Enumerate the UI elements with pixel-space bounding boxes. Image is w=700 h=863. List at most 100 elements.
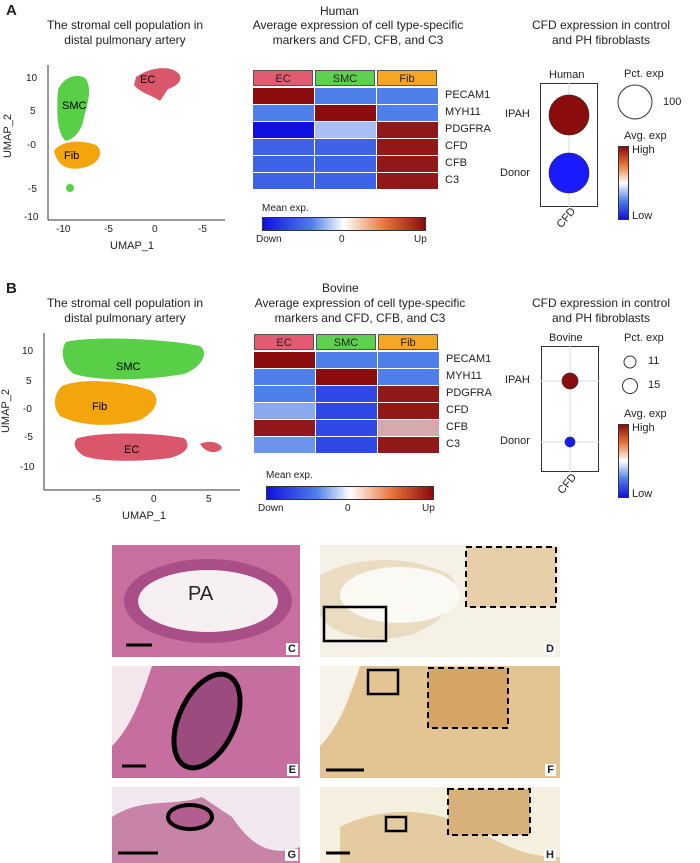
dotplot-b-title: CFD expression in control and PH fibrobl… (506, 296, 696, 326)
heatmap-a-cell (253, 156, 315, 173)
heatmap-b-gene-label: CFD (446, 404, 469, 416)
heatmap-a-title: Average expression of cell type-specific… (238, 18, 478, 48)
umap-b-title: The stromal cell population in distal pu… (20, 296, 230, 326)
dotplot-b-avg-bar (618, 424, 629, 498)
dotplot-a-svg (548, 83, 590, 207)
umap-a-smc-outlier (66, 184, 74, 192)
umap-b-ytick: 5 (26, 376, 32, 387)
heatmap-a-column-header: EC (253, 70, 313, 86)
umap-a-ylabel: UMAP_2 (2, 113, 15, 159)
heatmap-a-cell (253, 139, 315, 156)
umap-b-title-line2: distal pulmonary artery (64, 311, 186, 325)
heatmap-a-legend-down: Down (256, 234, 282, 245)
micrograph-h-label: H (544, 849, 556, 861)
umap-a-clusters (54, 68, 181, 192)
heatmap-b-cell (254, 352, 316, 369)
heatmap-b: EC SMC Fib PECAM1 MYH11 PDGFRA CFD CFB C3 (254, 334, 494, 464)
dotplot-b-pct-value-15: 15 (648, 379, 661, 391)
dotplot-a-title: CFD expression in control and PH fibrobl… (506, 18, 696, 48)
dotplot-a-avg-bar (618, 146, 629, 220)
dotplot-a-avg-title: Avg. exp (624, 130, 667, 142)
dotplot-a-xlabel: CFD (554, 205, 579, 231)
umap-a-cluster-label-fib: Fib (64, 150, 79, 162)
heatmap-b-gene-label: MYH11 (446, 370, 482, 382)
heatmap-a-cell (315, 88, 377, 105)
umap-a-xtick: -5 (198, 224, 207, 235)
heatmap-b-legend-down: Down (258, 503, 284, 514)
heatmap-a-gene-label: C3 (445, 174, 460, 186)
dotplot-b-title-line1: CFD expression in control (531, 296, 671, 310)
umap-a-title-line1: The stromal cell population in (46, 18, 204, 32)
heatmap-a-legend-up: Up (414, 234, 427, 245)
heatmap-b-cell (254, 369, 316, 386)
heatmap-b-cell (378, 420, 440, 437)
umap-a-cluster-label-ec: EC (140, 74, 155, 86)
micrograph-c-lumen-label: PA (188, 583, 214, 605)
dotplot-b-title-line2: and PH fibroblasts (551, 311, 651, 325)
umap-a-title: The stromal cell population in distal pu… (20, 18, 230, 48)
micrograph-e-label: E (286, 764, 298, 776)
heatmap-a-cell (253, 122, 315, 139)
micrograph-c-art (112, 545, 300, 657)
heatmap-b-cell (316, 403, 378, 420)
umap-b-fib-cluster (54, 381, 157, 425)
dotplot-a-avg-high: High (632, 144, 655, 156)
heatmap-b-legend-up: Up (422, 503, 435, 514)
panel-b-letter: B (6, 280, 17, 297)
dotplot-b-pct-legend (622, 355, 638, 394)
umap-b-xtick: -5 (92, 494, 101, 505)
panel-b-species: Bovine (322, 281, 359, 295)
umap-b-ytick: 10 (22, 346, 34, 357)
umap-b-ytick: -10 (20, 462, 35, 473)
umap-b-xlabel: UMAP_1 (122, 510, 167, 522)
heatmap-b-cell (254, 420, 316, 437)
heatmap-b-cell (378, 386, 440, 403)
umap-a-ec-cluster (134, 68, 181, 101)
heatmap-a-gene-label: CFB (445, 157, 467, 169)
umap-b-title-line1: The stromal cell population in (46, 296, 204, 310)
heatmap-b-title: Average expression of cell type-specific… (240, 296, 480, 326)
umap-b-smc-cluster (62, 338, 205, 380)
umap-a-smc-cluster (57, 75, 90, 141)
heatmap-b-title-line2: markers and CFD, CFB, and C3 (274, 311, 446, 325)
dotplot-a-avg-low: Low (632, 210, 653, 222)
umap-b-xtick: 0 (151, 494, 157, 505)
umap-b-ec-satellite (200, 441, 222, 453)
heatmap-b-legend-zero: 0 (345, 503, 351, 514)
dotplot-a-dot-donor (548, 152, 590, 194)
micrograph-e-art (112, 666, 300, 778)
umap-a-xlabel: UMAP_1 (110, 240, 155, 252)
panel-a-letter: A (6, 2, 17, 19)
dotplot-b-pct-value-11: 11 (648, 355, 660, 367)
heatmap-b-gene-label: PECAM1 (446, 353, 492, 365)
micrograph-e: E (112, 666, 300, 778)
dotplot-a-row-ipah: IPAH (505, 108, 530, 120)
heatmap-a-title-line1: Average expression of cell type-specific (252, 18, 464, 32)
heatmap-a-column-header: SMC (315, 70, 375, 86)
heatmap-b-cell (316, 386, 378, 403)
dotplot-b-row-ipah: IPAH (505, 374, 530, 386)
micrograph-d: D (320, 545, 560, 657)
umap-a-cluster-label-smc: SMC (62, 100, 87, 112)
dotplot-a-row-donor: Donor (500, 167, 530, 179)
dotplot-b-dot-donor (564, 436, 576, 448)
heatmap-a-cell (253, 88, 315, 105)
heatmap-a-cell (377, 88, 439, 105)
umap-a-ytick: 10 (26, 73, 38, 84)
heatmap-b-cell (316, 437, 378, 454)
heatmap-b-column-header: EC (254, 334, 314, 350)
micrograph-h: H (320, 787, 560, 863)
umap-b-ec-cluster (74, 433, 188, 461)
heatmap-a-gene-label: CFD (445, 140, 468, 152)
dotplot-b-dot-ipah (561, 372, 579, 390)
dotplot-b-avg-low: Low (632, 488, 653, 500)
heatmap-a-gene-label: MYH11 (445, 106, 481, 118)
heatmap-a-gene-label: PECAM1 (445, 89, 491, 101)
micrograph-f: F (320, 666, 560, 778)
dotplot-b-svg (541, 346, 599, 472)
heatmap-b-cell (254, 386, 316, 403)
heatmap-a-legend-zero: 0 (339, 234, 345, 245)
heatmap-a-cell (315, 105, 377, 122)
heatmap-a-legend-bar (262, 217, 426, 231)
umap-a-ytick: -5 (28, 184, 37, 195)
